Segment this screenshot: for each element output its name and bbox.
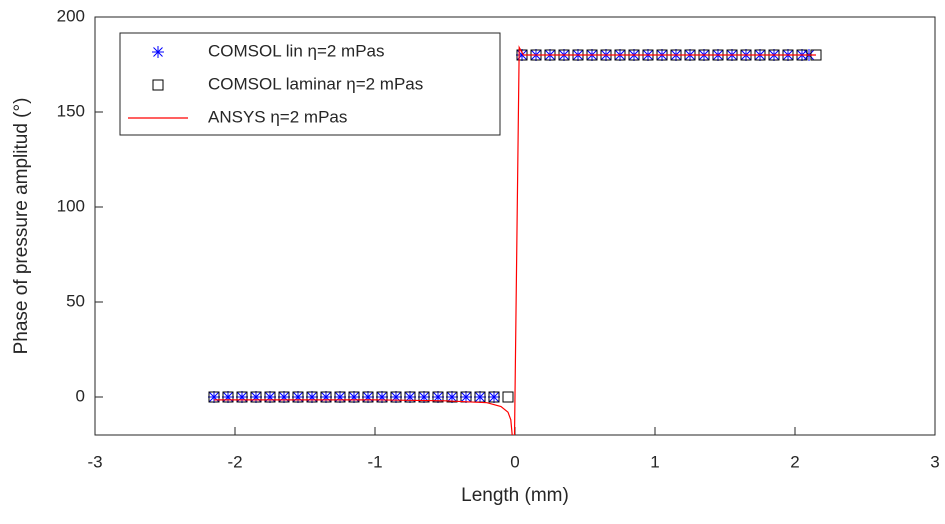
asterisk-marker — [474, 391, 486, 403]
square-marker — [306, 391, 318, 403]
square-marker — [348, 391, 360, 403]
square-marker — [222, 391, 234, 403]
legend-label: ANSYS η=2 mPas — [208, 107, 347, 126]
x-tick-label: 3 — [930, 452, 939, 471]
x-tick-label: -2 — [227, 452, 242, 471]
y-tick-label: 200 — [57, 6, 85, 25]
square-marker — [502, 391, 514, 403]
square-marker — [236, 391, 248, 403]
square-marker — [446, 391, 458, 403]
y-axis-label: Phase of pressure amplitud (°) — [11, 98, 32, 355]
square-marker — [432, 391, 444, 403]
square-marker — [292, 391, 304, 403]
x-axis-label: Length (mm) — [461, 485, 569, 506]
square-marker — [390, 391, 402, 403]
square-marker — [278, 391, 290, 403]
asterisk-marker — [236, 391, 248, 403]
asterisk-marker — [348, 391, 360, 403]
x-tick-label: 2 — [790, 452, 799, 471]
asterisk-marker — [488, 391, 500, 403]
legend-marker — [152, 79, 164, 91]
square-marker — [404, 391, 416, 403]
asterisk-marker — [222, 391, 234, 403]
square-marker — [334, 391, 346, 403]
x-tick-label: -1 — [367, 452, 382, 471]
square-marker — [208, 391, 220, 403]
asterisk-marker — [278, 391, 290, 403]
x-tick-label: -3 — [87, 452, 102, 471]
line-series — [214, 45, 816, 435]
square-marker — [362, 391, 374, 403]
asterisk-marker — [208, 391, 220, 403]
square-marker — [250, 391, 262, 403]
y-tick-label: 50 — [66, 291, 85, 310]
legend-label: COMSOL lin η=2 mPas — [208, 41, 385, 60]
legend-marker — [152, 46, 164, 58]
x-tick-label: 1 — [650, 452, 659, 471]
y-tick-label: 0 — [76, 386, 85, 405]
asterisk-marker — [460, 391, 472, 403]
asterisk-marker — [446, 391, 458, 403]
legend-label: COMSOL laminar η=2 mPas — [208, 74, 423, 93]
asterisk-marker — [264, 391, 276, 403]
asterisk-marker — [404, 391, 416, 403]
plot-layer — [208, 45, 822, 435]
x-tick-label: 0 — [510, 452, 519, 471]
square-marker — [488, 391, 500, 403]
asterisk-marker — [292, 391, 304, 403]
asterisk-marker — [320, 391, 332, 403]
asterisk-marker — [390, 391, 402, 403]
asterisk-marker — [376, 391, 388, 403]
y-tick-label: 150 — [57, 101, 85, 120]
y-tick-label: 100 — [57, 196, 85, 215]
asterisk-marker — [418, 391, 430, 403]
square-marker — [264, 391, 276, 403]
square-marker — [376, 391, 388, 403]
asterisk-marker — [362, 391, 374, 403]
square-marker — [418, 391, 430, 403]
asterisk-marker — [516, 49, 528, 61]
square-marker — [320, 391, 332, 403]
asterisk-marker — [334, 391, 346, 403]
asterisk-marker — [432, 391, 444, 403]
asterisk-marker — [250, 391, 262, 403]
asterisk-marker — [306, 391, 318, 403]
